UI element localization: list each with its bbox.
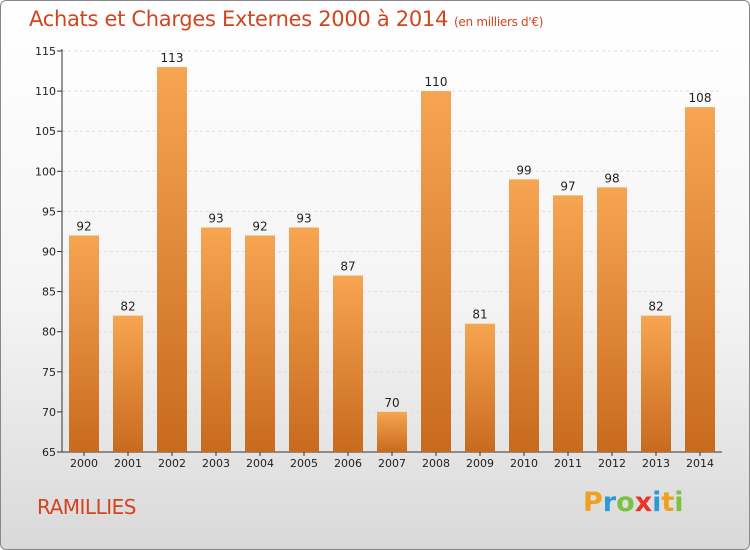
bar	[333, 275, 363, 452]
y-tick-label: 100	[35, 165, 56, 178]
y-tick-label: 90	[42, 246, 56, 259]
x-tick-label: 2005	[290, 457, 318, 470]
data-label: 97	[560, 179, 575, 193]
x-tick-label: 2004	[246, 457, 274, 470]
logo-letter: x	[634, 487, 653, 518]
x-tick-label: 2013	[642, 457, 670, 470]
logo-letter: i	[652, 487, 662, 518]
bar	[465, 323, 495, 452]
x-tick-label: 2014	[686, 457, 714, 470]
y-tick-label: 110	[35, 85, 56, 98]
x-tick-label: 2003	[202, 457, 230, 470]
x-tick-label: 2000	[70, 457, 98, 470]
location-label: RAMILLIES	[37, 495, 136, 519]
y-tick-label: 105	[35, 125, 56, 138]
logo-letter: t	[661, 487, 675, 518]
bar	[421, 91, 451, 452]
data-label: 93	[208, 211, 223, 225]
x-tick-label: 2009	[466, 457, 494, 470]
bar	[113, 315, 143, 452]
bar	[245, 235, 275, 452]
x-tick-label: 2002	[158, 457, 186, 470]
y-tick-label: 95	[42, 205, 56, 218]
bar	[685, 107, 715, 452]
y-tick-label: 85	[42, 286, 56, 299]
bar	[377, 411, 407, 452]
proxiti-logo: Proxiti	[583, 487, 684, 518]
chart-subtitle: (en milliers d'€)	[454, 15, 544, 29]
x-tick-label: 2008	[422, 457, 450, 470]
logo-letter: i	[674, 487, 684, 518]
logo-letter: r	[602, 487, 617, 518]
data-label: 92	[252, 219, 267, 233]
y-tick-label: 80	[42, 326, 56, 339]
chart-title-text: Achats et Charges Externes 2000 à 2014	[29, 7, 449, 31]
bar	[509, 179, 539, 452]
data-label: 113	[161, 51, 184, 65]
y-tick-label: 75	[42, 366, 56, 379]
data-label: 87	[340, 260, 355, 274]
bar	[289, 227, 319, 452]
bar	[553, 195, 583, 453]
bar	[69, 235, 99, 452]
data-label: 93	[296, 211, 311, 225]
bar	[201, 227, 231, 452]
data-label: 110	[425, 75, 448, 89]
x-tick-label: 2012	[598, 457, 626, 470]
x-tick-label: 2010	[510, 457, 538, 470]
data-label: 98	[604, 171, 619, 185]
data-label: 82	[120, 300, 135, 314]
x-tick-label: 2001	[114, 457, 142, 470]
data-label: 99	[516, 163, 531, 177]
y-tick-label: 70	[42, 406, 56, 419]
y-tick-label: 115	[35, 45, 56, 58]
data-label: 92	[76, 219, 91, 233]
bar	[157, 67, 187, 452]
x-tick-label: 2011	[554, 457, 582, 470]
chart-title: Achats et Charges Externes 2000 à 2014 (e…	[29, 7, 543, 31]
data-label: 108	[689, 91, 712, 105]
y-tick-label: 65	[42, 446, 56, 459]
logo-letter: o	[616, 487, 635, 518]
logo-letter: P	[583, 487, 603, 518]
data-label: 70	[384, 396, 399, 410]
bar	[641, 315, 671, 452]
bar	[597, 187, 627, 452]
data-label: 81	[472, 308, 487, 322]
x-tick-label: 2006	[334, 457, 362, 470]
x-tick-label: 2007	[378, 457, 406, 470]
data-label: 82	[648, 300, 663, 314]
